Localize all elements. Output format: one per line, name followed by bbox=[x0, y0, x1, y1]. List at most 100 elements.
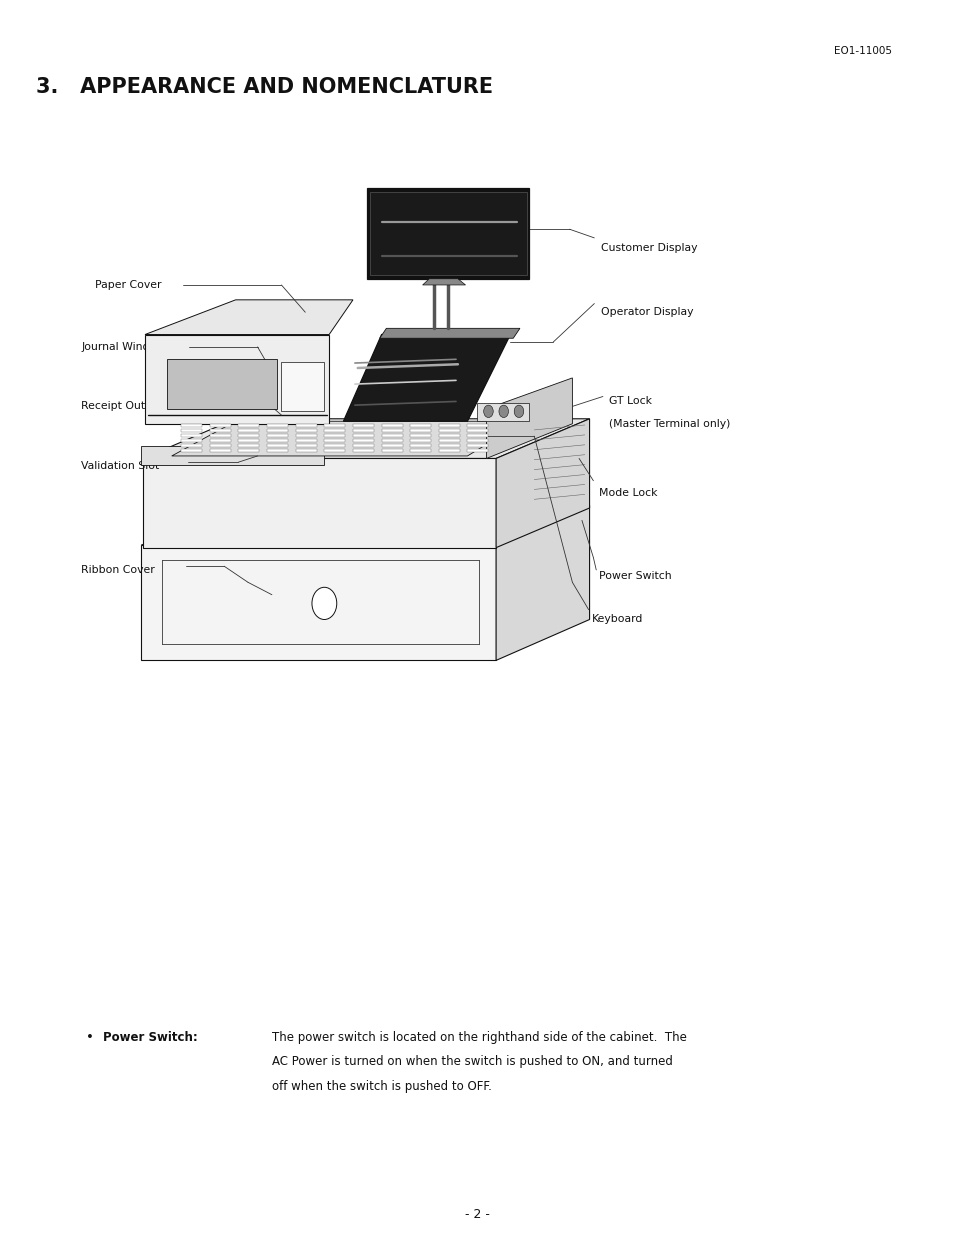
Circle shape bbox=[312, 587, 336, 620]
Bar bbox=[324, 424, 345, 427]
Bar bbox=[353, 439, 374, 442]
Bar bbox=[410, 444, 431, 447]
Bar bbox=[353, 434, 374, 437]
Bar bbox=[438, 439, 459, 442]
Bar bbox=[295, 424, 316, 427]
Polygon shape bbox=[143, 419, 589, 458]
Bar bbox=[295, 439, 316, 442]
Bar bbox=[324, 444, 345, 447]
Bar bbox=[181, 449, 202, 452]
Bar bbox=[210, 439, 231, 442]
Bar bbox=[238, 429, 259, 432]
Bar bbox=[238, 424, 259, 427]
Text: Power Switch:: Power Switch: bbox=[103, 1031, 197, 1043]
Text: Keyboard: Keyboard bbox=[591, 615, 642, 624]
Bar bbox=[410, 424, 431, 427]
Bar bbox=[267, 424, 288, 427]
Bar bbox=[381, 434, 402, 437]
Bar bbox=[181, 444, 202, 447]
Bar bbox=[324, 439, 345, 442]
Bar bbox=[467, 424, 488, 427]
Polygon shape bbox=[496, 419, 589, 548]
Polygon shape bbox=[422, 279, 465, 285]
Polygon shape bbox=[145, 335, 329, 424]
Circle shape bbox=[483, 405, 493, 418]
Text: (Master Terminal only): (Master Terminal only) bbox=[608, 419, 729, 429]
Text: off when the switch is pushed to OFF.: off when the switch is pushed to OFF. bbox=[272, 1080, 491, 1093]
Polygon shape bbox=[367, 188, 529, 279]
Bar bbox=[476, 403, 529, 421]
Text: Validation Slot: Validation Slot bbox=[81, 461, 159, 471]
Bar bbox=[295, 449, 316, 452]
Text: AC Power is turned on when the switch is pushed to ON, and turned: AC Power is turned on when the switch is… bbox=[272, 1056, 672, 1068]
Bar bbox=[210, 434, 231, 437]
Bar bbox=[381, 439, 402, 442]
Bar bbox=[210, 449, 231, 452]
Polygon shape bbox=[141, 545, 496, 660]
Polygon shape bbox=[379, 328, 519, 338]
Bar bbox=[438, 449, 459, 452]
Text: Operator Display: Operator Display bbox=[600, 307, 693, 317]
Bar bbox=[381, 429, 402, 432]
Bar bbox=[438, 444, 459, 447]
Text: •: • bbox=[86, 1031, 93, 1043]
Bar bbox=[438, 434, 459, 437]
Polygon shape bbox=[496, 506, 589, 660]
Bar bbox=[181, 439, 202, 442]
Bar bbox=[295, 444, 316, 447]
Bar bbox=[381, 424, 402, 427]
Bar bbox=[281, 362, 324, 411]
Circle shape bbox=[514, 405, 523, 418]
Bar bbox=[267, 439, 288, 442]
Bar bbox=[381, 449, 402, 452]
Bar bbox=[267, 429, 288, 432]
Bar bbox=[181, 429, 202, 432]
Bar bbox=[467, 434, 488, 437]
Bar bbox=[267, 449, 288, 452]
Bar bbox=[353, 424, 374, 427]
Polygon shape bbox=[141, 446, 324, 465]
Bar bbox=[410, 434, 431, 437]
Polygon shape bbox=[486, 378, 572, 458]
Bar bbox=[238, 434, 259, 437]
Bar bbox=[324, 449, 345, 452]
Text: Paper Cover: Paper Cover bbox=[95, 280, 162, 290]
Bar bbox=[467, 429, 488, 432]
Bar bbox=[238, 439, 259, 442]
Text: 3.   APPEARANCE AND NOMENCLATURE: 3. APPEARANCE AND NOMENCLATURE bbox=[36, 77, 493, 97]
Polygon shape bbox=[145, 300, 353, 335]
Bar bbox=[267, 444, 288, 447]
Bar bbox=[210, 429, 231, 432]
Bar bbox=[210, 424, 231, 427]
Polygon shape bbox=[167, 359, 276, 409]
Bar bbox=[410, 429, 431, 432]
Polygon shape bbox=[343, 335, 510, 421]
Bar bbox=[324, 429, 345, 432]
Bar bbox=[381, 444, 402, 447]
Bar bbox=[267, 434, 288, 437]
Text: - 2 -: - 2 - bbox=[464, 1208, 489, 1220]
Bar bbox=[467, 444, 488, 447]
Bar bbox=[467, 449, 488, 452]
Text: The power switch is located on the righthand side of the cabinet.  The: The power switch is located on the right… bbox=[272, 1031, 686, 1043]
Text: Customer Display: Customer Display bbox=[600, 243, 697, 253]
Text: Receipt Outlet: Receipt Outlet bbox=[81, 401, 159, 411]
Bar bbox=[238, 444, 259, 447]
Bar bbox=[181, 424, 202, 427]
Bar bbox=[353, 449, 374, 452]
Polygon shape bbox=[141, 506, 589, 545]
Text: GT Lock: GT Lock bbox=[608, 396, 651, 406]
Bar bbox=[438, 429, 459, 432]
Bar bbox=[324, 434, 345, 437]
Bar bbox=[467, 439, 488, 442]
Bar bbox=[410, 439, 431, 442]
Text: EO1-11005: EO1-11005 bbox=[833, 46, 891, 56]
Bar bbox=[353, 444, 374, 447]
Text: Mode Lock: Mode Lock bbox=[598, 488, 657, 498]
Bar bbox=[410, 449, 431, 452]
Polygon shape bbox=[172, 421, 524, 456]
Polygon shape bbox=[370, 192, 526, 275]
Bar bbox=[181, 434, 202, 437]
Bar bbox=[295, 434, 316, 437]
Text: Ribbon Cover: Ribbon Cover bbox=[81, 565, 154, 575]
